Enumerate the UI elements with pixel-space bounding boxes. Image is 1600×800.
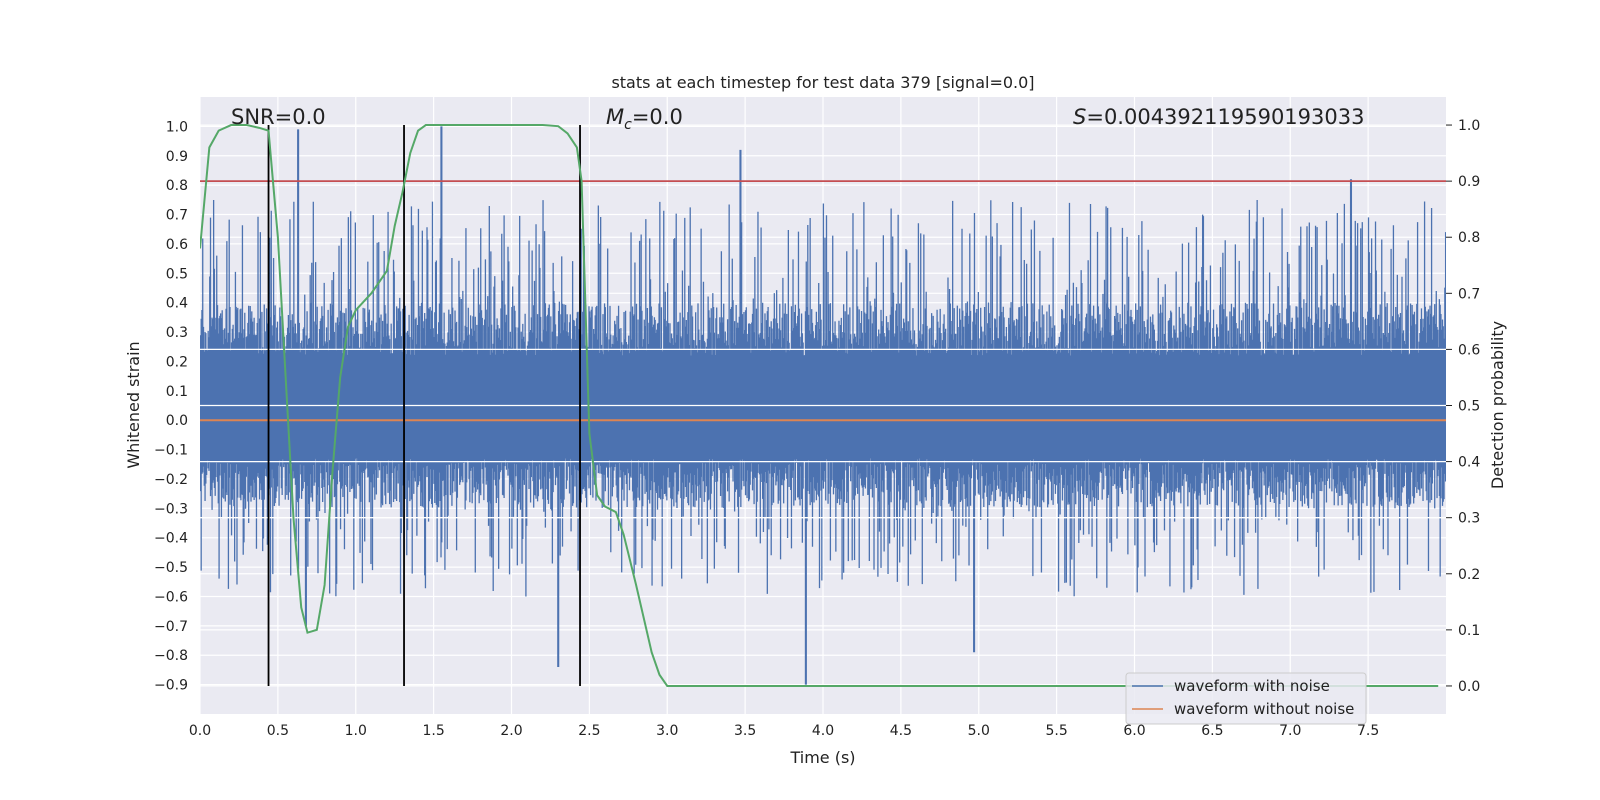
- y-tick-label: −0.3: [154, 501, 188, 517]
- x-axis-label: Time (s): [789, 748, 855, 767]
- legend: waveform with noise waveform without noi…: [1125, 672, 1367, 725]
- legend-label-noisy: waveform with noise: [1174, 677, 1330, 695]
- y2-tick-label: 1.0: [1458, 118, 1480, 134]
- y-tick-label: 0.2: [166, 354, 188, 370]
- x-axis: 0.0 0.5 1.0 1.5 2.0 2.5 3.0 3.5 4.0 4.5 5.0 5.5 6.0 6…: [189, 723, 1379, 739]
- x-tick-label: 3.0: [656, 723, 678, 739]
- y-tick-label: 0.6: [166, 237, 188, 253]
- y-tick-label: −0.1: [154, 443, 188, 459]
- snr-annotation: SNR=0.0: [231, 105, 326, 129]
- legend-label-clean: waveform without noise: [1174, 700, 1354, 718]
- y-tick-label: −0.8: [154, 648, 188, 664]
- x-tick-label: 6.5: [1201, 723, 1223, 739]
- s-value: =0.004392119590193033: [1086, 105, 1364, 129]
- y2-tick-label: 0.3: [1458, 511, 1480, 527]
- y-tick-label: 0.5: [166, 266, 188, 282]
- x-tick-label: 0.0: [189, 723, 211, 739]
- y2-tick-label: 0.7: [1458, 286, 1480, 302]
- y-tick-label: 0.9: [166, 149, 188, 165]
- x-tick-label: 4.0: [812, 723, 834, 739]
- y-tick-label: 1.0: [166, 119, 188, 135]
- x-tick-label: 2.0: [500, 723, 522, 739]
- x-tick-label: 4.5: [890, 723, 912, 739]
- chirp-mass-annotation: Mc=0.0: [606, 105, 683, 133]
- x-tick-label: 5.0: [968, 723, 990, 739]
- y-tick-label: 0.1: [166, 384, 188, 400]
- y-tick-label: −0.9: [154, 678, 188, 694]
- y2-tick-label: 0.4: [1458, 455, 1480, 471]
- y-axis-left: 1.0 0.9 0.8 0.7 0.6 0.5 0.4 0.3 0.2 0.1 0.0 −0.1 −0.…: [154, 119, 188, 693]
- x-tick-label: 3.5: [734, 723, 756, 739]
- y-tick-label: −0.5: [154, 560, 188, 576]
- data-layer: [200, 124, 1446, 687]
- y-tick-label: −0.2: [154, 472, 188, 488]
- y2-tick-label: 0.6: [1458, 342, 1480, 358]
- x-tick-label: 0.5: [267, 723, 289, 739]
- s-annotation: S=0.004392119590193033: [1073, 105, 1364, 129]
- x-tick-label: 7.0: [1279, 723, 1301, 739]
- y-tick-label: −0.4: [154, 531, 188, 547]
- x-tick-label: 1.5: [422, 723, 444, 739]
- mc-symbol: M: [606, 105, 624, 129]
- y-tick-label: 0.8: [166, 178, 188, 194]
- y2-tick-label: 0.5: [1458, 399, 1480, 415]
- y2-tick-label: 0.2: [1458, 567, 1480, 583]
- x-tick-label: 1.0: [345, 723, 367, 739]
- y-tick-label: 0.7: [166, 208, 188, 224]
- x-tick-label: 5.5: [1045, 723, 1067, 739]
- y2-axis-label: Detection probability: [1488, 321, 1507, 489]
- y2-tick-label: 0.0: [1458, 679, 1480, 695]
- x-tick-label: 6.0: [1123, 723, 1145, 739]
- detection-probability-line: [200, 124, 1439, 687]
- x-tick-label: 7.5: [1357, 723, 1379, 739]
- mc-subscript: c: [624, 117, 632, 133]
- chart-title: stats at each timestep for test data 379…: [611, 73, 1034, 92]
- y-axis-right: 1.0 0.9 0.8 0.7 0.6 0.5 0.4 0.3 0.2 0.1 0.0: [1446, 118, 1480, 695]
- y2-tick-label: 0.1: [1458, 623, 1480, 639]
- y2-tick-label: 0.9: [1458, 174, 1480, 190]
- x-tick-label: 2.5: [578, 723, 600, 739]
- s-symbol: S: [1073, 105, 1086, 129]
- mc-value: =0.0: [632, 105, 683, 129]
- y-tick-label: −0.7: [154, 619, 188, 635]
- y-axis-label: Whitened strain: [124, 341, 143, 468]
- y-tick-label: 0.0: [166, 413, 188, 429]
- legend-box: [1125, 672, 1367, 725]
- y-tick-label: 0.3: [166, 325, 188, 341]
- y-tick-label: 0.4: [166, 296, 188, 312]
- y2-tick-label: 0.8: [1458, 230, 1480, 246]
- y-tick-label: −0.6: [154, 589, 188, 605]
